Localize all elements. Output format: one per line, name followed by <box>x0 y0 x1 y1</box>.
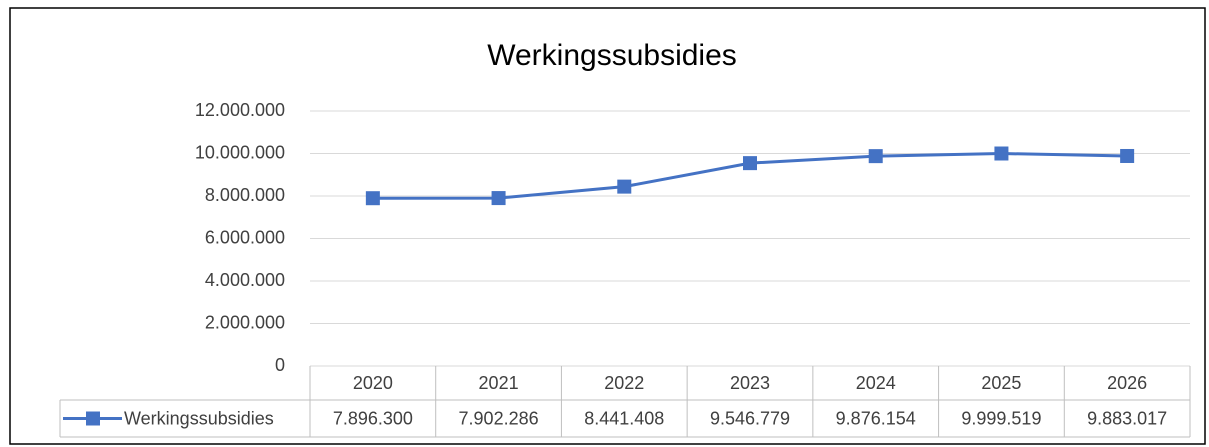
y-tick-label: 12.000.000 <box>195 100 285 120</box>
x-tick-label: 2021 <box>479 373 519 393</box>
y-tick-label: 2.000.000 <box>205 312 285 332</box>
x-tick-label: 2026 <box>1107 373 1147 393</box>
point-marker <box>365 191 380 206</box>
x-tick-label: 2020 <box>353 373 393 393</box>
y-tick-label: 4.000.000 <box>205 270 285 290</box>
chart-border <box>9 7 1206 445</box>
data-label: 7.902.286 <box>459 408 539 428</box>
data-label: 8.441.408 <box>584 408 664 428</box>
y-tick-label: 0 <box>275 355 285 375</box>
x-tick-label: 2025 <box>981 373 1021 393</box>
point-marker <box>617 179 632 194</box>
data-label: 9.546.779 <box>710 408 790 428</box>
chart-title: Werkingssubsidies <box>487 39 737 72</box>
legend-label: Werkingssubsidies <box>124 408 274 428</box>
y-tick-label: 8.000.000 <box>205 185 285 205</box>
data-label: 9.883.017 <box>1087 408 1167 428</box>
data-label: 7.896.300 <box>333 408 413 428</box>
y-tick-label: 10.000.000 <box>195 142 285 162</box>
point-marker <box>1120 148 1135 163</box>
x-tick-label: 2022 <box>604 373 644 393</box>
y-tick-label: 6.000.000 <box>205 227 285 247</box>
data-label: 9.999.519 <box>961 408 1041 428</box>
point-marker <box>743 156 757 171</box>
x-tick-label: 2023 <box>730 373 770 393</box>
legend-marker <box>86 411 100 426</box>
point-marker <box>491 191 506 206</box>
x-tick-label: 2024 <box>856 373 896 393</box>
data-label: 9.876.154 <box>836 408 916 428</box>
point-marker <box>994 146 1009 161</box>
point-marker <box>868 149 883 164</box>
